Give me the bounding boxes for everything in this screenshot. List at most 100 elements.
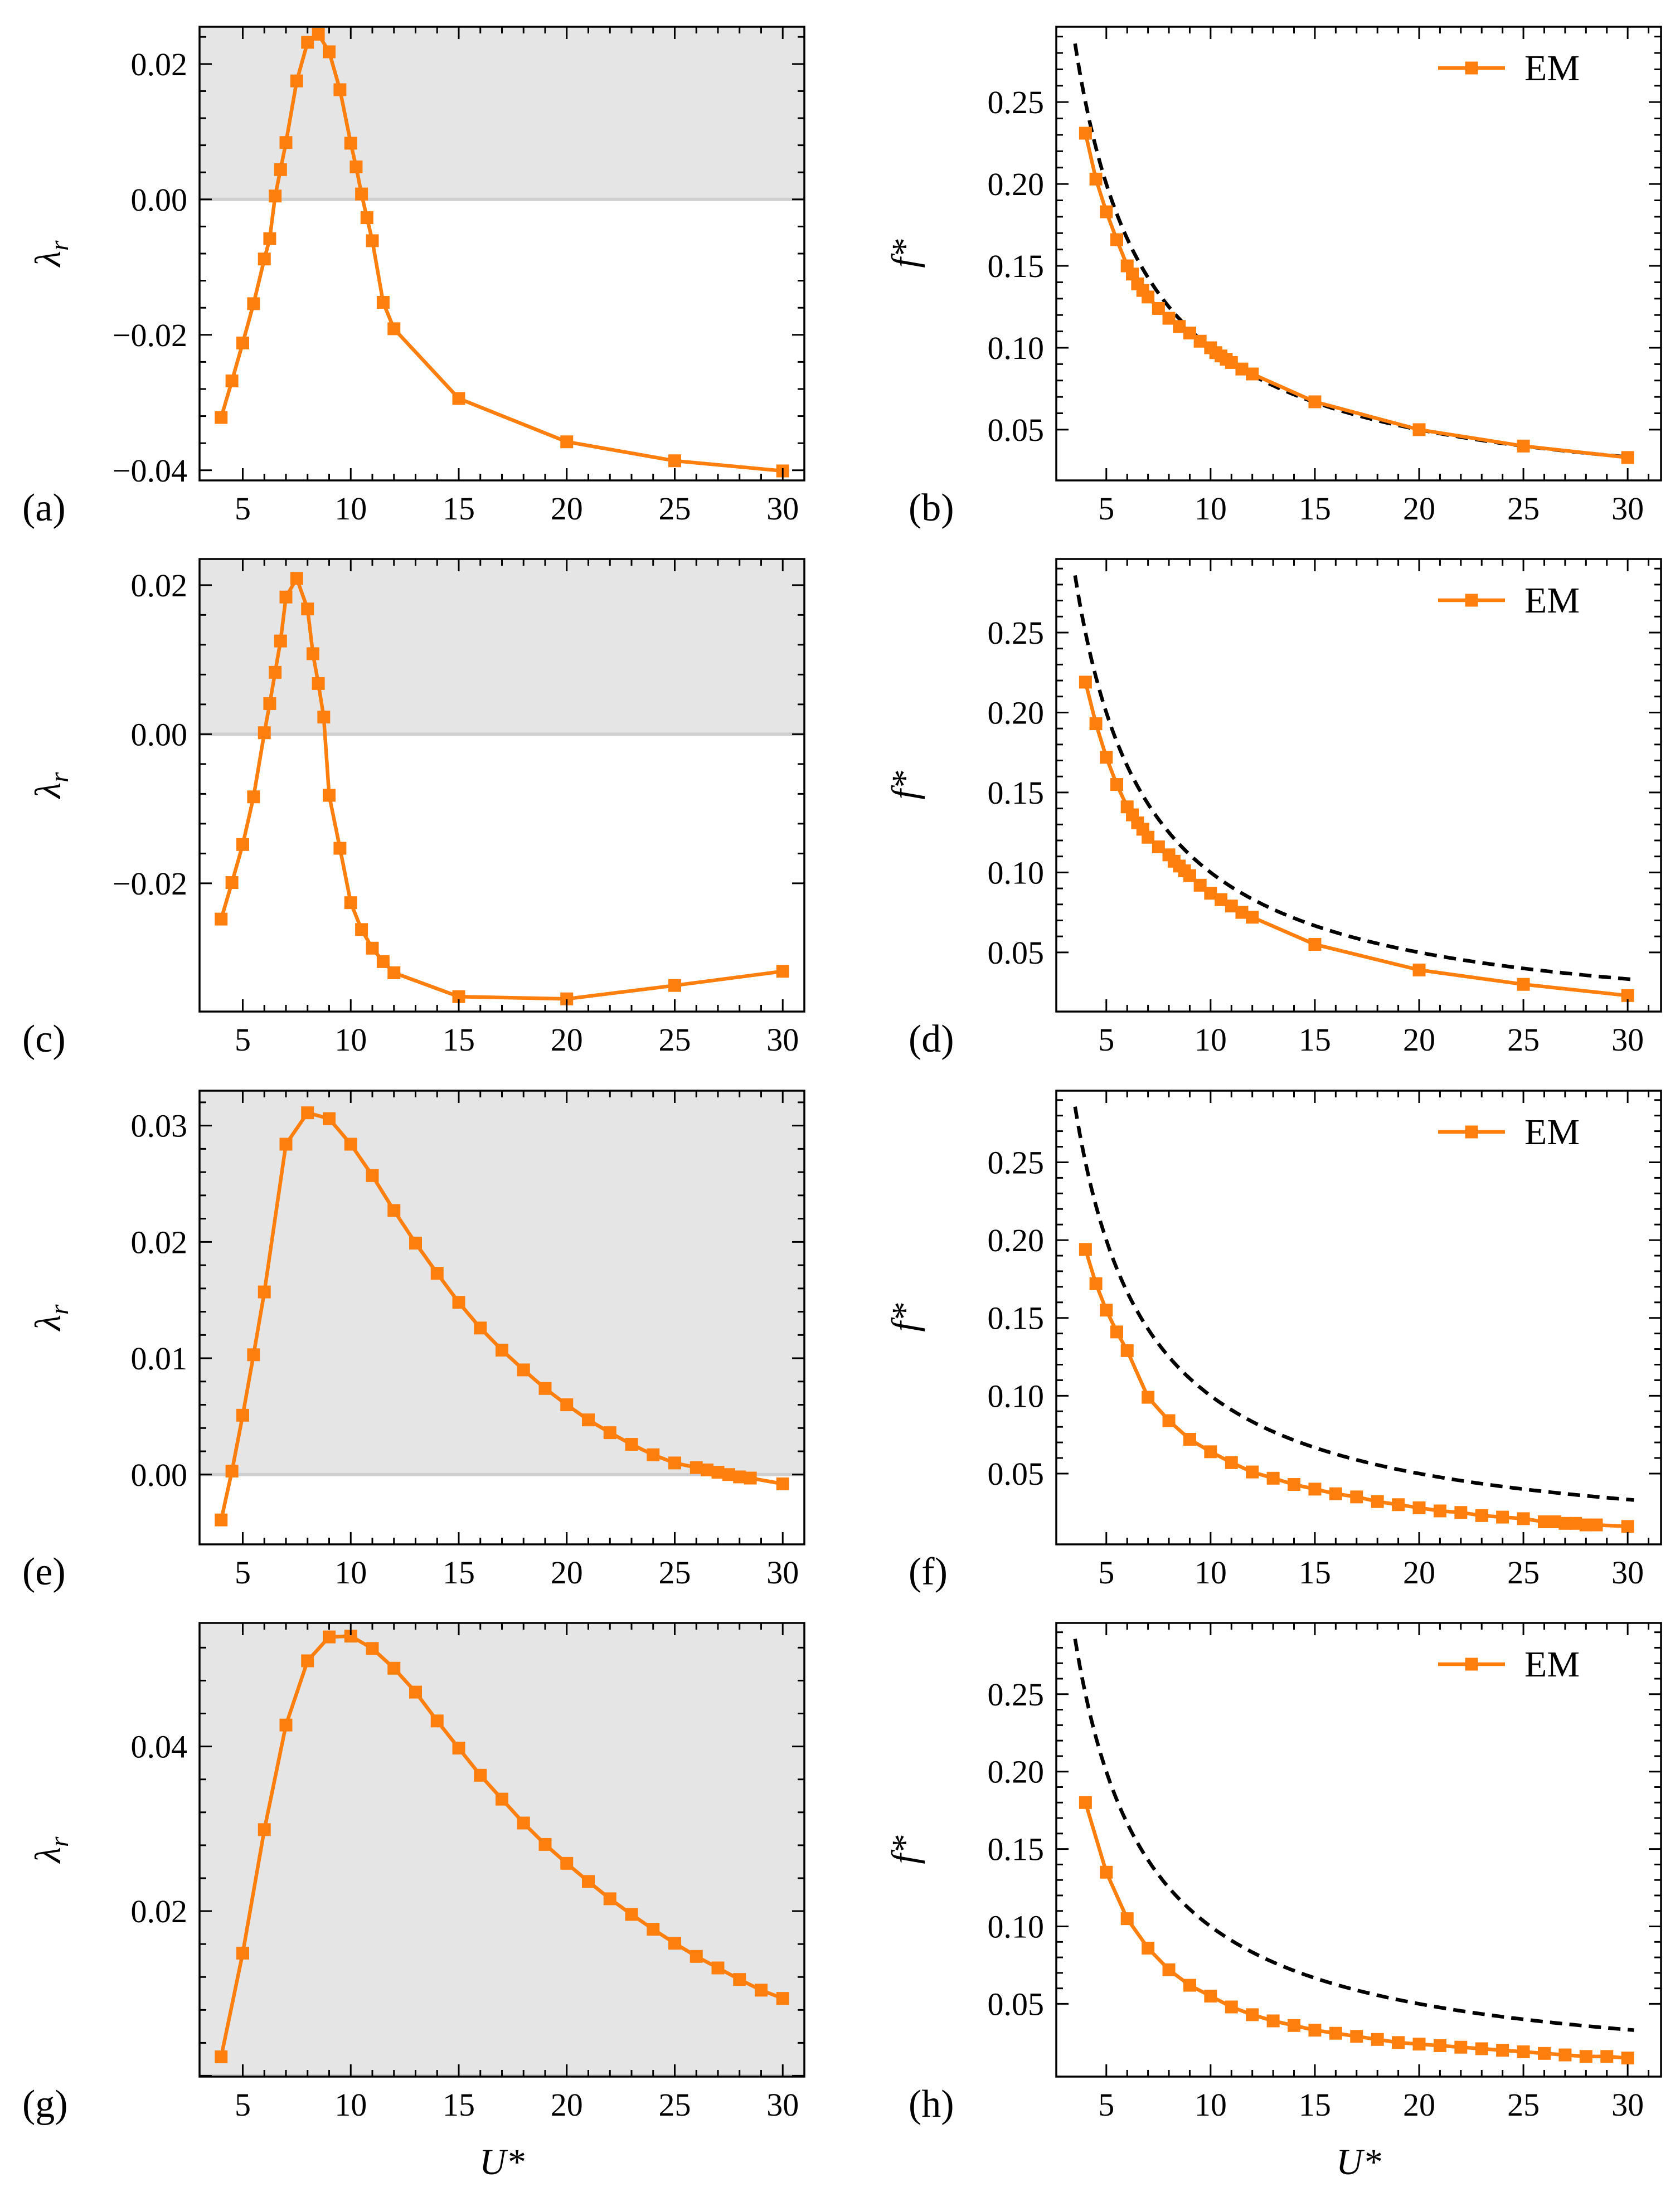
data-point xyxy=(333,842,347,855)
y-tick-label: 0.20 xyxy=(988,1222,1045,1258)
data-point xyxy=(1162,1414,1176,1427)
data-point xyxy=(409,1236,422,1250)
data-point xyxy=(1288,1477,1301,1491)
data-point xyxy=(517,1363,530,1377)
x-tick-label: 25 xyxy=(659,1022,691,1058)
x-tick-label: 20 xyxy=(551,2087,583,2123)
chart-panel-b: 5 10 15 20 25 30 0.05 0.10 0.15 0.20 0.25 f* (b) EM xyxy=(885,26,1662,529)
data-point xyxy=(496,1792,508,1806)
data-point xyxy=(1454,2040,1468,2054)
data-point xyxy=(1152,302,1165,315)
y-tick-label: 0.10 xyxy=(988,854,1045,891)
y-tick-label: −0.02 xyxy=(113,866,187,902)
y-axis-label: λr xyxy=(28,240,74,268)
data-point xyxy=(263,232,276,245)
data-point xyxy=(1621,1520,1634,1533)
data-point xyxy=(269,665,282,679)
data-point xyxy=(301,36,314,49)
data-point xyxy=(1579,1518,1592,1532)
data-point xyxy=(603,1892,616,1906)
x-axis-label: U* xyxy=(479,2142,525,2183)
x-tick-label: 10 xyxy=(1195,1554,1227,1591)
data-point xyxy=(1558,1516,1572,1530)
unstable-region-shade xyxy=(200,1091,804,1475)
data-point xyxy=(247,1348,260,1362)
x-tick-label: 5 xyxy=(235,490,251,527)
legend-label: EM xyxy=(1524,1644,1580,1685)
data-point xyxy=(1558,2048,1572,2062)
data-point xyxy=(1537,2047,1551,2060)
panel-label: (c) xyxy=(22,1018,66,1061)
data-point xyxy=(1517,439,1530,453)
data-point xyxy=(776,1477,789,1490)
data-point xyxy=(236,838,249,851)
data-point xyxy=(1496,2044,1509,2057)
data-point xyxy=(1215,893,1228,906)
data-point xyxy=(1100,205,1113,218)
data-point xyxy=(776,965,789,978)
data-point xyxy=(1225,2000,1238,2014)
y-tick-label: 0.15 xyxy=(988,1300,1045,1336)
data-point xyxy=(1089,1277,1103,1290)
data-point xyxy=(387,1661,401,1675)
y-tick-label: 0.00 xyxy=(131,716,188,752)
y-tick-label: 0.15 xyxy=(988,1831,1045,1868)
data-point xyxy=(668,1937,681,1950)
y-tick-label: 0.25 xyxy=(988,1676,1045,1713)
data-point xyxy=(711,1466,725,1479)
chart-panel-d: 5 10 15 20 25 30 0.05 0.10 0.15 0.20 0.25 f* (d) EM xyxy=(885,558,1662,1061)
data-point xyxy=(1183,327,1196,340)
data-point xyxy=(225,374,239,387)
data-point xyxy=(1225,1456,1238,1469)
data-point xyxy=(1142,830,1155,844)
data-point xyxy=(1392,1498,1405,1511)
data-point xyxy=(215,912,228,926)
data-point xyxy=(355,187,368,201)
data-point xyxy=(1475,2042,1488,2055)
data-point xyxy=(333,83,347,96)
y-tick-label: 0.02 xyxy=(131,1893,188,1929)
x-tick-label: 20 xyxy=(1403,490,1435,527)
data-point xyxy=(258,252,271,266)
x-tick-label: 15 xyxy=(443,1554,475,1591)
data-point xyxy=(1100,1865,1113,1879)
data-point xyxy=(1329,1487,1342,1500)
data-point xyxy=(1412,2038,1426,2051)
data-point xyxy=(1266,1471,1280,1485)
data-point xyxy=(776,1992,789,2005)
data-point xyxy=(1110,778,1123,791)
x-tick-label: 25 xyxy=(1507,490,1540,527)
data-point xyxy=(376,295,390,309)
x-tick-label: 5 xyxy=(235,1554,251,1591)
data-point xyxy=(1193,334,1207,348)
data-point xyxy=(755,1984,768,1997)
data-point xyxy=(1496,1510,1509,1524)
y-tick-label: 0.10 xyxy=(988,1378,1045,1414)
legend-label: EM xyxy=(1524,580,1580,621)
x-tick-label: 25 xyxy=(1507,2087,1540,2123)
data-point xyxy=(1100,751,1113,764)
data-point xyxy=(1288,2019,1301,2032)
data-point xyxy=(258,1285,271,1299)
panel-label: (g) xyxy=(22,2083,68,2126)
x-tick-label: 25 xyxy=(659,1554,691,1591)
y-tick-label: 0.20 xyxy=(988,166,1045,202)
series-line xyxy=(1084,133,1628,460)
series-line xyxy=(1084,682,1628,998)
data-point xyxy=(387,966,401,979)
data-point xyxy=(269,189,282,203)
x-tick-label: 5 xyxy=(1098,490,1114,527)
data-point xyxy=(215,1513,228,1527)
data-point xyxy=(344,1138,357,1151)
data-point xyxy=(1079,675,1092,689)
data-point xyxy=(668,979,681,992)
panel-label: (a) xyxy=(22,487,66,529)
data-point xyxy=(279,1718,293,1732)
data-point xyxy=(1308,395,1322,409)
chart-panel-e: 5 10 15 20 25 30 0.00 0.01 0.02 0.03 λr (e) xyxy=(22,1090,805,1593)
data-point xyxy=(701,1463,714,1476)
x-tick-label: 10 xyxy=(1195,2087,1227,2123)
data-point xyxy=(496,1343,508,1357)
data-point xyxy=(225,876,239,890)
